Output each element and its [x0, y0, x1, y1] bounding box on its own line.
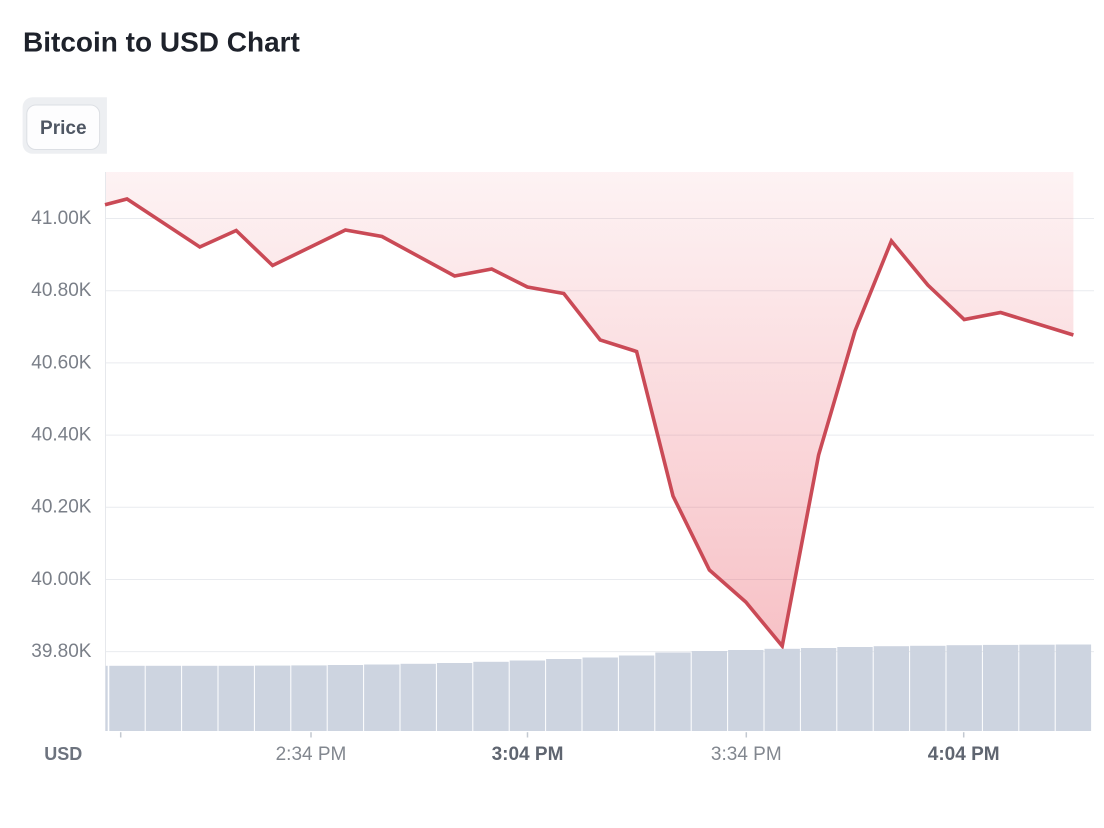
svg-text:40.60K: 40.60K	[31, 352, 92, 373]
svg-text:4:04 PM: 4:04 PM	[928, 744, 1000, 765]
svg-text:41.00K: 41.00K	[31, 208, 92, 229]
svg-text:39.80K: 39.80K	[31, 641, 92, 662]
svg-text:40.20K: 40.20K	[31, 497, 92, 518]
svg-text:40.80K: 40.80K	[31, 280, 92, 301]
svg-text:40.40K: 40.40K	[31, 425, 92, 446]
svg-text:2:34 PM: 2:34 PM	[276, 744, 347, 765]
svg-text:40.00K: 40.00K	[31, 569, 92, 590]
svg-text:USD: USD	[44, 744, 82, 764]
svg-text:3:04 PM: 3:04 PM	[492, 744, 564, 765]
svg-text:3:34 PM: 3:34 PM	[711, 744, 782, 765]
svg-text:Price: Price	[40, 118, 86, 139]
svg-text:Bitcoin to USD Chart: Bitcoin to USD Chart	[23, 26, 300, 57]
